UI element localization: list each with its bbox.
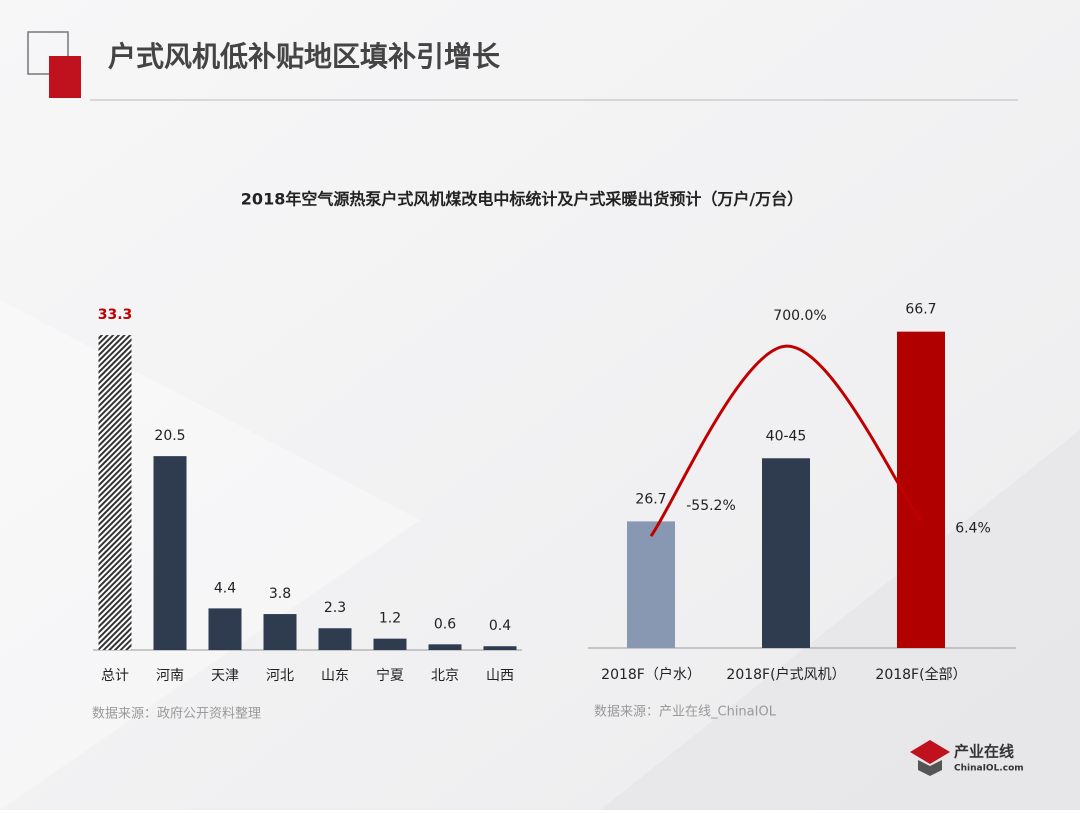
bar <box>98 335 132 650</box>
value-label: 4.4 <box>214 580 236 596</box>
growth-line <box>649 344 923 537</box>
value-label: 3.8 <box>269 586 291 602</box>
logo-mark <box>918 760 942 776</box>
value-label: 1.2 <box>379 611 401 627</box>
source-note: 数据来源：政府公开资料整理 <box>92 707 261 722</box>
x-tick-label: 山东 <box>321 668 349 684</box>
chart-title: 2018年空气源热泵户式风机煤改电中标统计及户式采暖出货预计（万户/万台） <box>241 190 803 209</box>
bar <box>263 614 297 650</box>
bar <box>208 608 242 650</box>
bar <box>627 521 675 648</box>
x-tick-label: 2018F（户水） <box>601 666 701 683</box>
x-tick-label: 2018F(全部） <box>875 666 966 683</box>
bar <box>428 644 462 650</box>
value-label: 33.3 <box>98 307 133 323</box>
value-label: 0.4 <box>489 618 511 634</box>
x-tick-label: 2018F(户式风机） <box>726 666 845 683</box>
slide-title: 户式风机低补贴地区填补引增长 <box>108 40 500 73</box>
value-label: 0.6 <box>434 616 456 632</box>
x-tick-label: 河南 <box>156 668 184 684</box>
bg-shape <box>600 430 1080 810</box>
line-value-label: 700.0% <box>773 308 826 324</box>
header-icon <box>27 31 69 75</box>
bar <box>897 331 945 648</box>
logo-site: ChinaIOL.com <box>954 764 1024 774</box>
logo-mark <box>910 740 950 764</box>
x-tick-label: 北京 <box>431 668 459 684</box>
bar <box>373 638 407 650</box>
x-tick-label: 宁夏 <box>376 667 404 684</box>
x-tick-label: 山西 <box>486 668 514 684</box>
logo: 产业在线 ChinaIOL.com <box>910 740 1024 776</box>
value-label: 26.7 <box>635 491 666 507</box>
header-icon <box>49 56 81 98</box>
value-label: 20.5 <box>154 428 185 444</box>
line-value-label: 6.4% <box>955 521 991 537</box>
logo-name: 产业在线 <box>954 743 1014 761</box>
bar <box>153 456 187 650</box>
line-value-label: -55.2% <box>686 498 736 514</box>
source-note: 数据来源：产业在线_ChinaIOL <box>594 705 777 720</box>
bar <box>483 646 517 650</box>
x-tick-label: 总计 <box>101 668 129 684</box>
value-label: 66.7 <box>905 302 936 318</box>
x-tick-label: 河北 <box>266 668 294 684</box>
x-tick-label: 天津 <box>211 668 239 684</box>
bar <box>762 458 810 648</box>
bar <box>318 628 352 650</box>
value-label: 40-45 <box>766 428 807 444</box>
value-label: 2.3 <box>324 600 346 616</box>
